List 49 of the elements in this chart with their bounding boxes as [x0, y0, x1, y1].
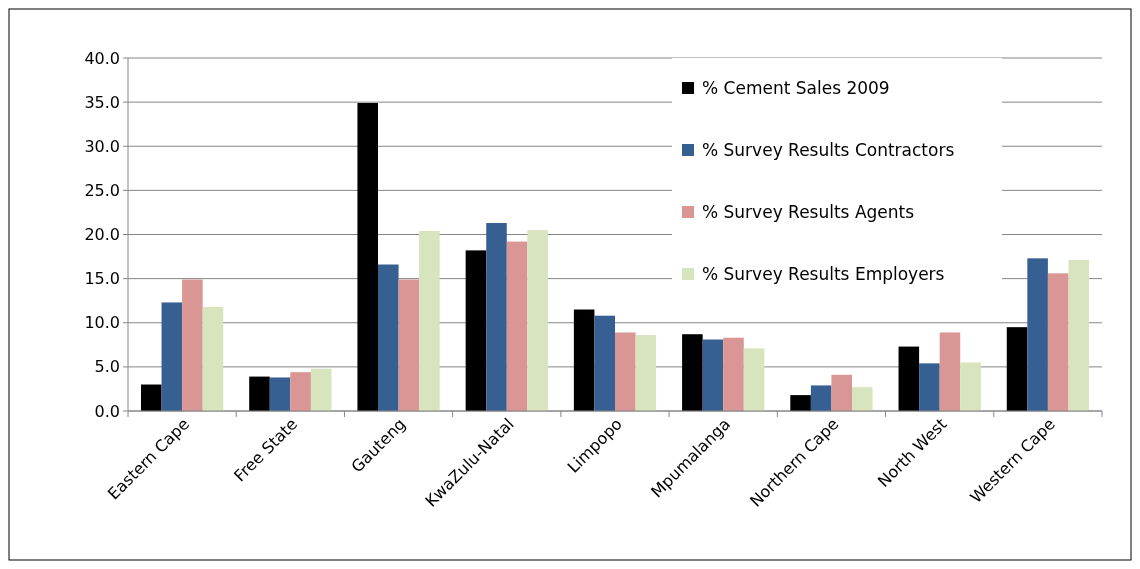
- legend-label: % Survey Results Contractors: [702, 139, 955, 160]
- bar: [465, 250, 487, 411]
- bar: [1068, 260, 1090, 411]
- bar: [182, 279, 203, 411]
- bar: [290, 372, 311, 411]
- bar: [202, 306, 224, 411]
- y-tick-label: 5.0: [94, 357, 120, 377]
- bar: [1047, 273, 1069, 411]
- bar: [615, 332, 636, 411]
- bar: [594, 315, 615, 411]
- bar: [960, 362, 981, 411]
- bar: [527, 230, 548, 411]
- bar: [682, 334, 703, 411]
- bar: [723, 337, 744, 411]
- bar: [249, 376, 270, 411]
- bar: [702, 339, 724, 411]
- bar: [790, 395, 811, 411]
- legend-label: % Survey Results Agents: [702, 201, 915, 222]
- bar: [1027, 258, 1048, 411]
- bar: [161, 302, 183, 411]
- bar: [573, 309, 595, 411]
- y-tick-label: 25.0: [84, 180, 120, 200]
- bar: [810, 385, 832, 411]
- bar: [635, 335, 657, 411]
- bar: [140, 384, 162, 411]
- y-tick-label: 40.0: [84, 48, 120, 68]
- bar: [898, 346, 920, 411]
- legend-label: % Cement Sales 2009: [702, 77, 890, 98]
- y-tick-label: 35.0: [84, 92, 120, 112]
- bar: [831, 374, 853, 411]
- y-tick-label: 20.0: [84, 225, 120, 245]
- y-tick-label: 15.0: [84, 269, 120, 289]
- bar: [1006, 327, 1028, 411]
- bar: [852, 387, 873, 411]
- legend-label: % Survey Results Employers: [702, 263, 945, 284]
- bar: [398, 279, 420, 411]
- y-tick-label: 10.0: [84, 313, 120, 333]
- bar: [486, 223, 507, 411]
- bar: [377, 264, 399, 411]
- bar: [357, 103, 378, 411]
- bar: [919, 363, 940, 411]
- bar: [269, 377, 291, 411]
- y-tick-label: 30.0: [84, 136, 120, 156]
- bar: [310, 368, 332, 411]
- bar: [419, 230, 440, 411]
- bar: [939, 332, 961, 411]
- bar: [506, 241, 528, 411]
- y-tick-label: 0.0: [94, 401, 120, 421]
- bar: [743, 348, 765, 411]
